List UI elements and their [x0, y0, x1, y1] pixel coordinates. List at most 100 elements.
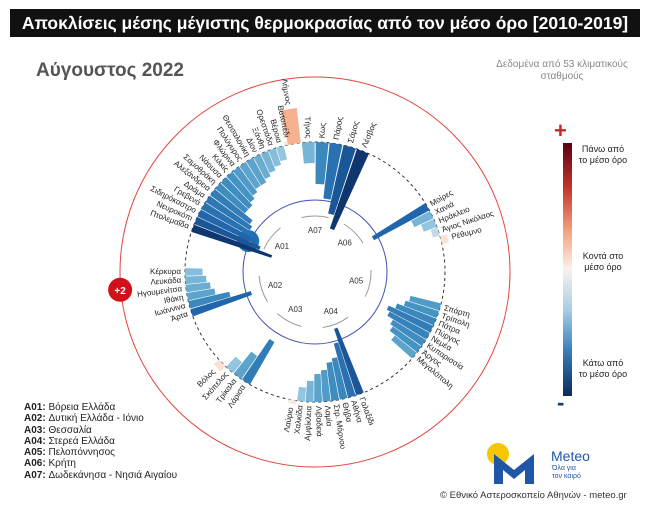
bar-A02-4 [185, 275, 207, 285]
bar-A06-0 [371, 203, 430, 241]
region-arc-A04 [322, 316, 349, 328]
legend-minus: - [557, 390, 565, 415]
station-label: Λήμνος [280, 78, 293, 106]
bar-A04-6 [305, 380, 314, 402]
bar-A01-7 [220, 177, 253, 209]
color-scale-bar [563, 143, 572, 396]
station-label: Λέσβος [360, 121, 378, 149]
bar-A01-9 [232, 166, 258, 196]
bar-A01-2 [197, 209, 257, 244]
region-legend-item: A05: Πελοπόννησος [24, 447, 115, 459]
region-arc-A07 [301, 215, 329, 219]
period-label: Αύγουστος 2022 [36, 60, 184, 81]
region-legend-item: A01: Βόρεια Ελλάδα [24, 402, 116, 413]
station-label: Λαύριο [282, 406, 295, 433]
bar-A04-2 [331, 357, 348, 400]
scale-label-plus2: +2 [114, 286, 126, 297]
outer-ring-plus2 [119, 76, 511, 468]
station-label: Θήβα [340, 402, 353, 424]
station-label: Τήνος [303, 116, 313, 138]
bar-A01-13 [260, 150, 276, 173]
chart-bars [185, 108, 449, 405]
bar-A07-4 [328, 145, 356, 216]
region-legend-item: A07: Δωδεκάνησα - Νησιά Αιγαίου [24, 469, 178, 481]
bar-A04-1 [333, 342, 356, 398]
bar-A05-7 [391, 335, 417, 359]
region-code-A01: A01 [275, 242, 290, 251]
bar-A01-11 [246, 157, 267, 186]
bar-A07-0 [280, 108, 301, 145]
region-legend: A01: Βόρεια Ελλάδα A02: Δυτική Ελλάδα - … [24, 402, 177, 481]
bar-A05-6 [389, 326, 422, 353]
station-label: Χαλκίδα [293, 404, 305, 434]
region-code-A02: A02 [268, 281, 283, 290]
bar-A07-3 [323, 142, 343, 200]
bar-A01-14 [268, 148, 282, 167]
bar-A06-2 [420, 219, 437, 232]
region-code-A05: A05 [349, 277, 364, 286]
region-legend-item: A02: Δυτική Ελλάδα - Ιόνιο [24, 413, 144, 425]
bar-A05-3 [386, 305, 434, 333]
region-arc-A01 [263, 227, 281, 250]
station-label: Πάρος [332, 116, 345, 141]
bar-A05-0 [409, 295, 442, 311]
scale-marker-plus2 [108, 277, 133, 302]
bar-A03-0 [242, 339, 275, 385]
stations-note: Δεδομένα από 53 κλιματικούς σταθμούς [496, 59, 628, 82]
bar-A01-3 [201, 202, 253, 237]
station-label: Λαμία [323, 405, 334, 427]
bar-A01-5 [210, 189, 253, 225]
station-label: Αμφίκλεια [303, 405, 313, 441]
bar-A01-0 [191, 224, 273, 258]
bar-A02-5 [185, 268, 203, 276]
bar-A06-1 [411, 210, 434, 228]
bar-A06-3 [430, 227, 440, 238]
region-arc-A03 [277, 313, 302, 327]
station-label: Κέρκυρα [150, 267, 181, 276]
bar-A04-7 [297, 386, 307, 402]
bar-A07-5 [329, 148, 369, 231]
bar-A01-12 [253, 154, 271, 180]
bar-A02-1 [188, 291, 231, 309]
region-code-A07: A07 [308, 226, 323, 235]
bar-A04-3 [326, 361, 340, 401]
bar-A05-2 [395, 303, 437, 326]
bar-A02-3 [185, 282, 211, 293]
bar-A01-15 [276, 145, 288, 162]
bar-A02-2 [186, 288, 216, 301]
brand-name: Meteo [551, 448, 590, 464]
bar-A07-2 [315, 142, 329, 185]
region-arc-A05 [364, 270, 372, 297]
bar-A03-3 [213, 359, 226, 372]
bar-A04-4 [320, 369, 331, 402]
station-label: Λευκάδα [150, 276, 182, 287]
bar-A03-1 [233, 351, 258, 380]
legend-plus: + [554, 118, 567, 143]
bar-A01-1 [194, 217, 261, 250]
region-arc-A02 [258, 275, 268, 302]
legend-above: Πάνω από το μέσο όρο [578, 144, 628, 165]
bar-A03-2 [226, 356, 242, 374]
bar-A04-0 [334, 327, 364, 396]
bar-A01-8 [226, 171, 255, 203]
region-legend-item: A03: Θεσσαλία [24, 424, 92, 436]
station-label: Λιβαδειά [314, 406, 324, 437]
region-code-A06: A06 [338, 238, 353, 247]
brand-tagline: Όλα για τον καιρό [552, 465, 581, 480]
chart-title: Αποκλίσεις μέσης μέγιστης θερμοκρασίας α… [10, 9, 640, 37]
bar-A04-5 [314, 373, 323, 402]
bar-A07-1 [301, 142, 315, 164]
legend-below: Κάτω από το μέσο όρο [578, 358, 628, 379]
region-legend-item: A04: Στερεά Ελλάδα [24, 435, 115, 447]
bar-A01-4 [205, 195, 253, 231]
station-label: Ιθάκη [163, 293, 184, 306]
bar-A02-0 [190, 291, 253, 317]
region-code-A04: A04 [324, 307, 339, 316]
region-arc-A06 [343, 223, 364, 244]
inner-ring-minus2 [242, 199, 388, 345]
bar-A05-5 [390, 319, 426, 347]
station-label: Κως [318, 122, 328, 138]
bar-A01-10 [239, 161, 261, 189]
bar-A06-4 [439, 234, 449, 245]
bar-A01-6 [215, 182, 249, 214]
